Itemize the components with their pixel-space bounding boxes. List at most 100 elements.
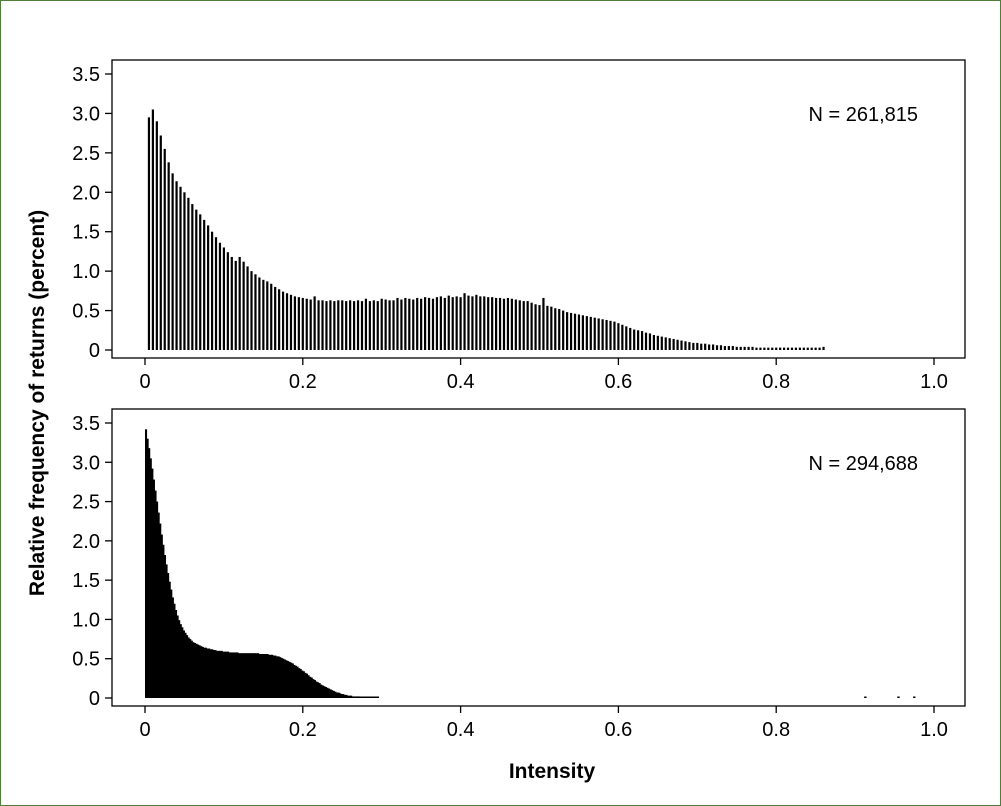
bar <box>350 695 353 698</box>
bar <box>613 321 616 350</box>
x-tick-label: 0.6 <box>604 371 632 393</box>
bar <box>577 314 581 350</box>
bar <box>329 689 332 698</box>
bar <box>173 603 176 698</box>
bar <box>354 696 357 698</box>
bar <box>510 298 513 350</box>
y-tick-label: 2.5 <box>72 143 100 165</box>
bar <box>274 286 277 350</box>
histogram-panel-2: 0 0.5 1.0 1.5 2.0 2.5 3.0 3.5 0 0.2 0.4 0.6 0.8 1.0 N … <box>72 408 966 741</box>
bar <box>285 293 289 350</box>
bar <box>337 300 340 350</box>
bar <box>550 306 553 350</box>
bar <box>222 651 225 698</box>
bar <box>304 672 307 698</box>
bar <box>168 581 171 698</box>
bar <box>356 696 359 698</box>
bar <box>680 340 683 350</box>
x-axis-label: Intensity <box>509 760 596 783</box>
bar <box>305 298 308 350</box>
bar <box>534 304 537 350</box>
bar <box>297 297 300 350</box>
bar <box>349 300 352 350</box>
bar <box>471 296 474 350</box>
bar <box>447 295 450 350</box>
bar <box>289 294 293 350</box>
bar <box>268 654 271 698</box>
bar <box>629 327 632 350</box>
bar <box>257 653 260 698</box>
bar <box>375 696 378 698</box>
bar <box>279 657 282 698</box>
bar <box>313 679 316 698</box>
plot-frame <box>111 59 966 359</box>
bar <box>369 696 372 698</box>
bar <box>263 654 266 698</box>
bar <box>179 624 182 698</box>
bar <box>234 652 238 698</box>
bar <box>206 648 209 698</box>
bar <box>589 316 592 350</box>
bar <box>170 589 173 698</box>
bar <box>182 630 185 698</box>
bar <box>704 343 707 350</box>
bar <box>451 297 454 350</box>
y-tick-label: 0.5 <box>72 301 100 323</box>
bar <box>495 297 498 350</box>
bar <box>321 685 324 698</box>
bar <box>408 298 411 350</box>
bar <box>298 668 301 698</box>
bar <box>212 650 215 698</box>
bar <box>187 637 190 698</box>
bar <box>423 297 427 350</box>
bar <box>244 653 247 698</box>
bar <box>542 297 545 350</box>
bar <box>275 656 279 698</box>
bar <box>558 308 561 350</box>
bar <box>241 653 244 698</box>
bar <box>372 300 375 350</box>
bar <box>345 694 348 698</box>
bar <box>775 347 778 350</box>
bar <box>299 668 302 698</box>
bar <box>370 696 373 698</box>
bar <box>287 661 290 698</box>
bar <box>280 657 283 698</box>
bar <box>293 665 296 698</box>
bar <box>794 347 798 350</box>
bar <box>290 662 293 698</box>
y-tick-label: 1.5 <box>72 570 100 592</box>
bar <box>233 652 236 698</box>
y-tick-label: 1.5 <box>72 222 100 244</box>
bar <box>278 289 281 350</box>
bar <box>723 346 727 350</box>
bar <box>191 204 194 350</box>
bar <box>771 347 774 350</box>
bar <box>159 523 162 698</box>
y-tick-label: 0 <box>89 340 100 362</box>
bar <box>392 300 395 350</box>
bar <box>373 696 376 698</box>
bar <box>361 696 364 698</box>
x-tick-label: 1.0 <box>920 371 948 393</box>
bar <box>364 696 367 698</box>
bar <box>798 347 801 350</box>
bar <box>230 256 233 350</box>
bar <box>195 209 198 350</box>
bar <box>360 301 364 350</box>
bar <box>250 271 253 350</box>
bar <box>270 283 273 350</box>
bar <box>148 448 151 698</box>
bar <box>266 654 269 698</box>
bar <box>301 670 304 698</box>
bar <box>309 299 312 350</box>
bar <box>897 696 900 698</box>
bar <box>203 219 206 350</box>
bar <box>491 297 494 350</box>
bar <box>162 544 165 698</box>
bar <box>913 696 916 698</box>
bar <box>230 652 233 698</box>
bar <box>802 347 805 350</box>
bar <box>204 647 208 698</box>
x-tick-label: 0.2 <box>289 371 317 393</box>
